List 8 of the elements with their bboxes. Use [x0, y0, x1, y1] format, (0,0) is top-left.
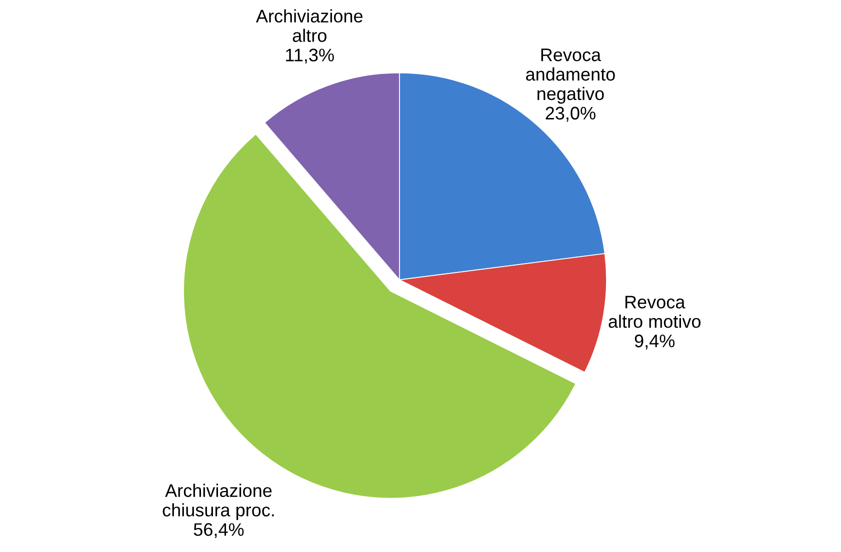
data-label: 11,3% [286, 48, 334, 64]
slice-label: Archiviazione altro [256, 9, 363, 42]
slice-label: Revoca andamento negativo [526, 48, 615, 104]
slice-label: Revoca altro motivo [608, 296, 701, 328]
data-label: 56,4% [194, 523, 244, 538]
slice-label: Archiviazione chiusura proc. [162, 484, 274, 520]
data-label: 9,4% [634, 334, 675, 350]
data-label: 23,0% [546, 106, 596, 122]
